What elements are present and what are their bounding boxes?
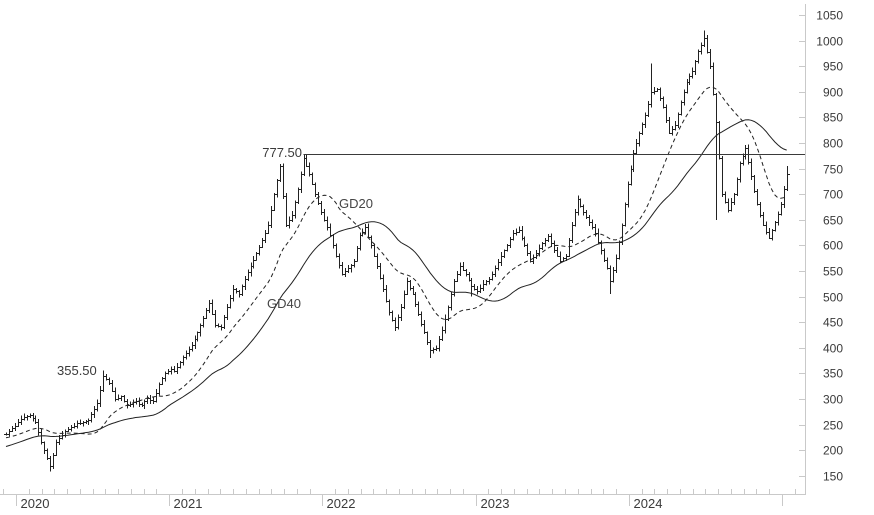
y-tick-label: 1000 (816, 35, 843, 49)
y-tick-label: 250 (823, 419, 843, 433)
y-tick-label: 700 (823, 188, 843, 202)
price-bars (4, 30, 790, 472)
gd20-series-label: GD20 (339, 196, 373, 211)
y-tick-label: 750 (823, 163, 843, 177)
y-tick-label: 450 (823, 316, 843, 330)
gd40-series-label: GD40 (267, 296, 301, 311)
y-tick-label: 900 (823, 86, 843, 100)
y-tick-label: 800 (823, 137, 843, 151)
y-tick-label: 350 (823, 367, 843, 381)
y-tick-label: 200 (823, 444, 843, 458)
annotation-pivot-price: 355.50 (57, 363, 97, 378)
y-tick-label: 550 (823, 265, 843, 279)
annotation-resistance-price: 777.50 (262, 145, 302, 160)
y-tick-label: 1050 (816, 9, 843, 23)
x-year-label: 2020 (21, 496, 50, 511)
x-year-label: 2022 (327, 496, 356, 511)
y-tick-label: 850 (823, 111, 843, 125)
y-tick-label: 650 (823, 214, 843, 228)
x-year-label: 2023 (481, 496, 510, 511)
gd20-line (5, 86, 787, 439)
y-tick-label: 600 (823, 239, 843, 253)
gd40-line (5, 119, 787, 447)
x-year-label: 2024 (634, 496, 663, 511)
y-tick-label: 150 (823, 470, 843, 484)
y-tick-label: 500 (823, 291, 843, 305)
y-tick-label: 300 (823, 393, 843, 407)
x-year-label: 2021 (174, 496, 203, 511)
y-tick-label: 400 (823, 342, 843, 356)
y-tick-label: 950 (823, 60, 843, 74)
